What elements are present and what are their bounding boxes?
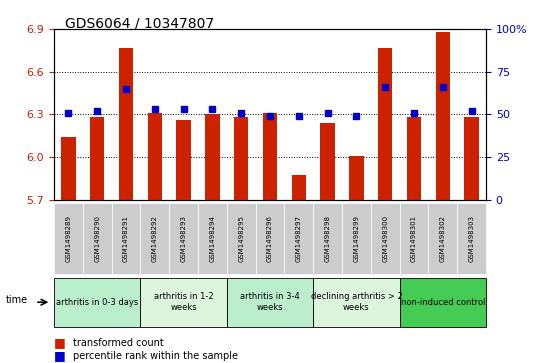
Bar	[464, 117, 479, 200]
Text: transformed count: transformed count	[73, 338, 164, 348]
Text: ■: ■	[54, 349, 66, 362]
Text: GSM1498290: GSM1498290	[94, 215, 100, 262]
Text: non-induced control: non-induced control	[401, 298, 485, 307]
Text: GSM1498298: GSM1498298	[325, 215, 330, 262]
Text: GSM1498289: GSM1498289	[65, 215, 71, 262]
Text: GSM1498299: GSM1498299	[353, 215, 360, 262]
Bar	[177, 120, 191, 200]
Text: GSM1498294: GSM1498294	[210, 215, 215, 262]
Bar	[263, 113, 277, 200]
Bar	[234, 117, 248, 200]
Text: GSM1498297: GSM1498297	[296, 215, 302, 262]
Bar	[205, 114, 220, 200]
Text: GSM1498300: GSM1498300	[382, 215, 388, 262]
Bar	[119, 48, 133, 200]
Text: GSM1498295: GSM1498295	[238, 215, 244, 262]
Text: GSM1498302: GSM1498302	[440, 215, 446, 262]
Bar	[320, 123, 335, 200]
Bar	[378, 48, 393, 200]
Text: arthritis in 0-3 days: arthritis in 0-3 days	[56, 298, 138, 307]
Text: GSM1498303: GSM1498303	[469, 215, 475, 262]
Text: GSM1498291: GSM1498291	[123, 215, 129, 262]
Bar	[147, 113, 162, 200]
Text: percentile rank within the sample: percentile rank within the sample	[73, 351, 238, 361]
Text: GSM1498301: GSM1498301	[411, 215, 417, 262]
Bar	[407, 117, 421, 200]
Text: time: time	[5, 295, 28, 305]
Bar	[90, 117, 104, 200]
Text: GSM1498296: GSM1498296	[267, 215, 273, 262]
Text: ■: ■	[54, 337, 66, 350]
Text: GSM1498292: GSM1498292	[152, 215, 158, 262]
Text: arthritis in 1-2
weeks: arthritis in 1-2 weeks	[154, 293, 213, 312]
Text: GDS6064 / 10347807: GDS6064 / 10347807	[65, 16, 214, 30]
Bar	[349, 156, 363, 200]
Text: arthritis in 3-4
weeks: arthritis in 3-4 weeks	[240, 293, 300, 312]
Text: GSM1498293: GSM1498293	[180, 215, 187, 262]
Bar	[436, 32, 450, 200]
Bar	[292, 175, 306, 200]
Text: declining arthritis > 2
weeks: declining arthritis > 2 weeks	[310, 293, 402, 312]
Bar	[61, 137, 76, 200]
